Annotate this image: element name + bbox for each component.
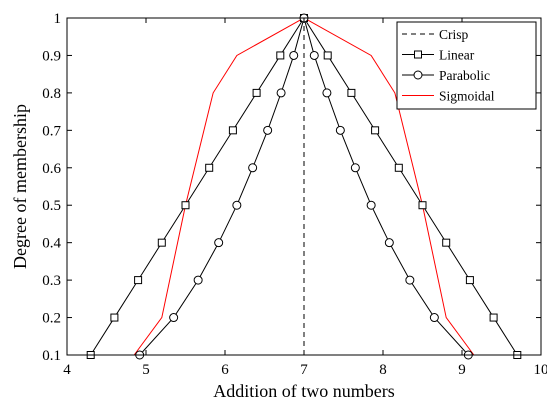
data-point-linear [181, 201, 190, 210]
data-point-linear [134, 276, 143, 285]
data-point-parabolic [322, 88, 332, 98]
data-point-linear [418, 201, 427, 210]
y-tick-label: 0.2 [42, 311, 61, 327]
y-tick-label: 0.3 [42, 273, 61, 289]
data-point-parabolic [366, 200, 376, 210]
data-point-parabolic [276, 88, 286, 98]
data-point-parabolic [289, 50, 299, 60]
data-point-parabolic [169, 313, 179, 323]
y-axis-title: Degree of membership [10, 104, 30, 269]
data-point-linear [228, 126, 237, 135]
y-tick-label: 0.8 [42, 86, 61, 102]
x-tick-label: 9 [458, 362, 466, 378]
data-point-parabolic [384, 238, 394, 248]
data-point-parabolic [350, 163, 360, 173]
data-point-parabolic [429, 313, 439, 323]
legend-marker-parabolic [413, 70, 423, 80]
x-axis-title: Addition of two numbers [213, 381, 395, 401]
legend-label-parabolic: Parabolic [439, 68, 490, 83]
data-point-parabolic [335, 125, 345, 135]
data-point-linear [347, 88, 356, 97]
data-point-linear [157, 238, 166, 247]
y-tick-label: 0.1 [42, 348, 61, 364]
marker-layer [86, 13, 522, 360]
data-point-parabolic [193, 275, 203, 285]
data-point-linear [442, 238, 451, 247]
data-point-linear [323, 51, 332, 60]
data-point-linear [371, 126, 380, 135]
data-point-linear [276, 51, 285, 60]
legend-box [396, 21, 537, 110]
data-point-linear [205, 163, 214, 172]
x-tick-label: 7 [300, 362, 308, 378]
y-tick-label: 0.6 [42, 161, 61, 177]
data-point-parabolic [263, 125, 273, 135]
tick-label-layer: 4 5 6 7 8 9 10 0.1 0.2 0.3 0.4 0.5 0.6 0.7 0.8 0.9 1 [42, 11, 547, 378]
legend: Crisp Linear Parabolic Sigmoidal [396, 21, 537, 110]
y-tick-label: 0.4 [42, 236, 61, 252]
x-tick-label: 4 [63, 362, 71, 378]
x-tick-label: 10 [534, 362, 547, 378]
y-tick-label: 0.7 [42, 123, 61, 139]
data-point-linear [252, 88, 261, 97]
legend-label-sigmoidal: Sigmoidal [439, 89, 495, 104]
legend-label-linear: Linear [439, 48, 475, 63]
y-tick-label: 0.9 [42, 48, 61, 64]
data-point-parabolic [214, 238, 224, 248]
data-point-linear [394, 163, 403, 172]
y-tick-label: 1 [54, 11, 62, 27]
legend-label-crisp: Crisp [439, 27, 469, 42]
data-point-parabolic [405, 275, 415, 285]
data-point-linear [489, 313, 498, 322]
data-point-parabolic [309, 50, 319, 60]
data-point-parabolic [232, 200, 242, 210]
data-point-linear [110, 313, 119, 322]
x-tick-label: 8 [379, 362, 387, 378]
data-point-linear [465, 276, 474, 285]
tick-layer [66, 17, 542, 356]
x-tick-label: 6 [221, 362, 229, 378]
legend-marker-linear [414, 50, 422, 59]
x-tick-label: 5 [142, 362, 150, 378]
y-tick-label: 0.5 [42, 198, 61, 214]
data-point-parabolic [248, 163, 258, 173]
